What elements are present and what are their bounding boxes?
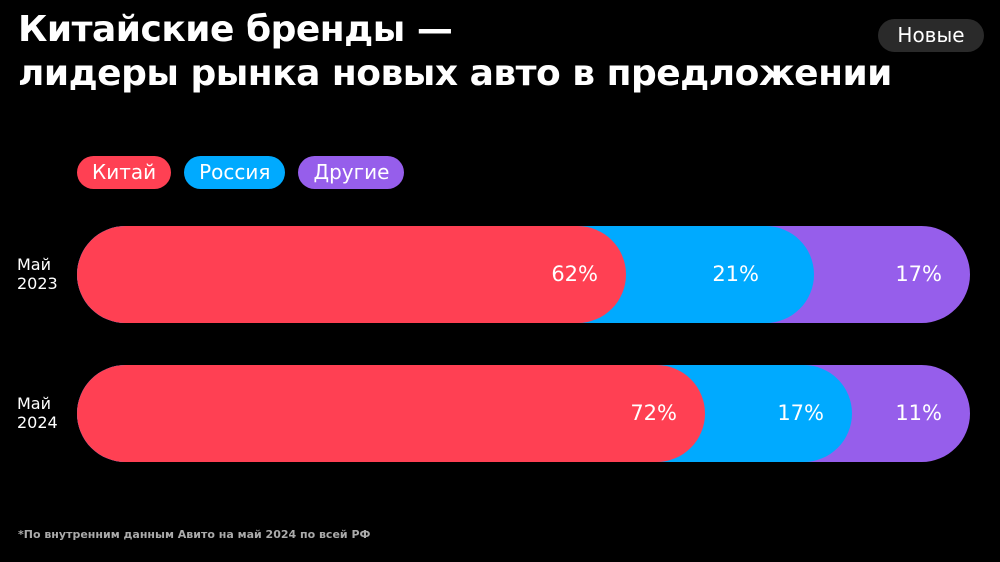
row-label-month: Май: [17, 255, 52, 274]
row-label-year: 2023: [17, 274, 58, 293]
legend: Китай Россия Другие: [77, 156, 405, 189]
title-line-2: лидеры рынка новых авто в предложении: [18, 53, 892, 94]
segment-china: 62%: [77, 226, 626, 323]
row-label-year: 2024: [17, 413, 58, 432]
value-label: 17%: [777, 401, 824, 425]
footnote: *По внутренним данным Авито на май 2024 …: [18, 528, 371, 541]
bar-2024: 11% 17% 72%: [77, 365, 970, 462]
segment-china: 72%: [77, 365, 705, 462]
value-label: 21%: [712, 262, 759, 286]
value-label: 17%: [895, 262, 942, 286]
row-label-2024: Май 2024: [17, 394, 58, 432]
value-label: 72%: [630, 401, 677, 425]
value-label: 62%: [551, 262, 598, 286]
title-line-1: Китайские бренды —: [18, 9, 453, 50]
legend-russia: Россия: [184, 156, 286, 189]
new-cars-badge: Новые: [878, 19, 984, 52]
legend-other: Другие: [298, 156, 405, 189]
bar-2023: 17% 21% 62%: [77, 226, 970, 323]
value-label: 11%: [895, 401, 942, 425]
row-label-month: Май: [17, 394, 52, 413]
legend-china: Китай: [77, 156, 172, 189]
page-title: Китайские бренды — лидеры рынка новых ав…: [18, 8, 892, 96]
row-label-2023: Май 2023: [17, 255, 58, 293]
